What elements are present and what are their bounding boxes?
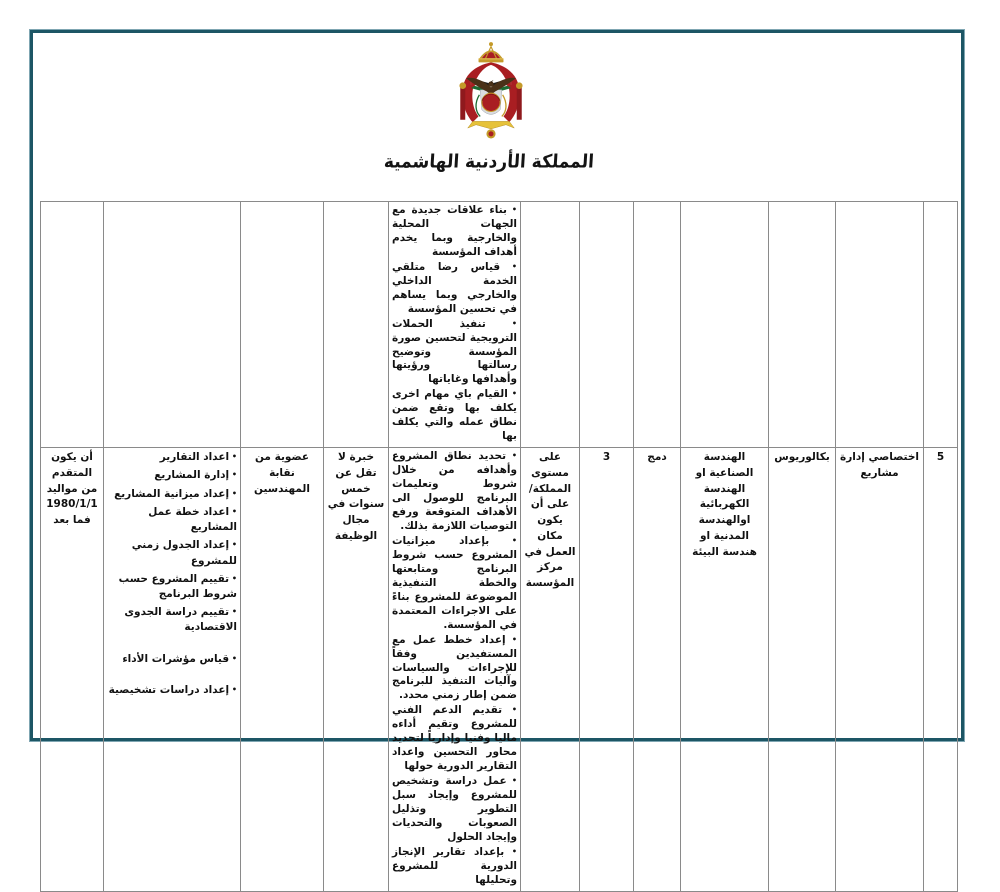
bullet-item: • إعداد خطط عمل مع المستفيدين وفقاً للإج… [392, 633, 517, 702]
cell-tasks: • تحديد نطاق المشروع وأهدافه من خلال شرو… [388, 447, 521, 892]
cell-location-empty [520, 200, 580, 449]
bullet-item: • إدارة المشاريع [154, 469, 237, 482]
mantle-right [491, 62, 520, 123]
cell-specialization-empty [680, 200, 769, 449]
eagle [466, 77, 516, 95]
bullet-item: • تقييم المشروع حسب شروط البرنامج [118, 572, 237, 600]
bullet-item: • عمل دراسة وتشخيص للمشروع وإيجاد سبل ال… [392, 775, 517, 843]
jordan-coat-of-arms-icon [459, 42, 523, 139]
ribbon [467, 121, 515, 130]
cell-experience-empty [323, 200, 389, 449]
cell-count: 3 [579, 447, 634, 892]
cell-count-empty [579, 200, 634, 449]
bullet-item: • بإعداد تقارير الإنجاز الدورية للمشروع … [392, 845, 517, 886]
bullet-item: • تنفيذ الحملات الترويجية لتحسين صورة ال… [392, 317, 517, 386]
cell-specialization: الهندسة الصناعية او الهندسة الكهربائية ا… [680, 447, 769, 892]
cell-skills: • اعداد التقارير • إدارة المشاريع • إعداد … [103, 447, 241, 892]
globe [481, 92, 501, 112]
bullet-item: • اعداد خطة عمل المشاريع [148, 505, 237, 534]
mantle-left [462, 62, 491, 123]
bullet-item: • تحديد نطاق المشروع وأهدافه من خلال شرو… [392, 450, 517, 532]
wreath-left [475, 94, 481, 117]
bullet-item: • القيام باي مهام اخرى يكلف بها وتقع ضمن… [392, 388, 517, 443]
vacancy-table: • بناء علاقات جديدة مع الجهات المحلية وا… [40, 200, 958, 892]
cell-work-location: على مستوى المملكة/على أن يكون مكان العمل… [520, 447, 580, 892]
cell-membership-empty [240, 200, 324, 449]
bullet-item: • إعداد الجدول زمني للمشروع [131, 539, 237, 567]
bullet-item: • إعداد ميزانية المشاريع [114, 487, 237, 500]
cell-membership: عضوية من نقابة المهندسين [240, 447, 324, 892]
cell-job-title: اختصاصي إدارة مشاريع [835, 447, 924, 892]
bullet-item: • قياس مؤشرات الأداء [122, 652, 237, 665]
bullet-item: • إعداد دراسات تشخيصية [108, 683, 237, 696]
cell-skills-empty [103, 200, 241, 449]
bullet-item: • قياس رضا متلقي الخدمة الداخلي والخارجي… [392, 260, 517, 315]
cell-number: 5 [923, 447, 958, 892]
bullet-item: • بناء علاقات جديدة مع الجهات المحلية وا… [392, 204, 517, 258]
cell-qualification: بكالوريوس [768, 447, 836, 892]
cell-tasks-continuation: • بناء علاقات جديدة مع الجهات المحلية وا… [388, 200, 521, 449]
bullet-item: • تقييم دراسة الجدوى الاقتصادية [124, 606, 237, 634]
table-row-continuation: • بناء علاقات جديدة مع الجهات المحلية وا… [40, 200, 958, 449]
cell-qualification-empty [768, 200, 836, 449]
table-row-vacancy: 5 اختصاصي إدارة مشاريع بكالوريوس الهندسة… [40, 447, 958, 892]
masthead: المملكة الأردنية الهاشمية [0, 40, 1000, 173]
cell-number-empty [923, 200, 958, 449]
bullet-item: • اعداد التقارير [159, 451, 237, 464]
cell-merge: دمج [633, 447, 681, 892]
cell-merge-empty [633, 200, 681, 449]
cell-age-requirement: أن يكون المتقدم من مواليد 1980/1/1 فما ب… [40, 447, 104, 892]
kingdom-name-calligraphy: المملكة الأردنية الهاشمية [383, 151, 595, 173]
cell-age-empty [40, 200, 104, 449]
cell-job-title-empty [835, 200, 924, 449]
cell-experience: خبرة لا تقل عن خمس سنوات في مجال الوظيفة [323, 447, 389, 892]
bullet-item: • بإعداد ميزانيات المشروع حسب شروط البرن… [392, 534, 517, 631]
wreath-right [501, 94, 507, 117]
bullet-item: • تقديم الدعم الفني للمشروع وتقيم أداءه … [392, 704, 517, 773]
crown [478, 42, 504, 63]
